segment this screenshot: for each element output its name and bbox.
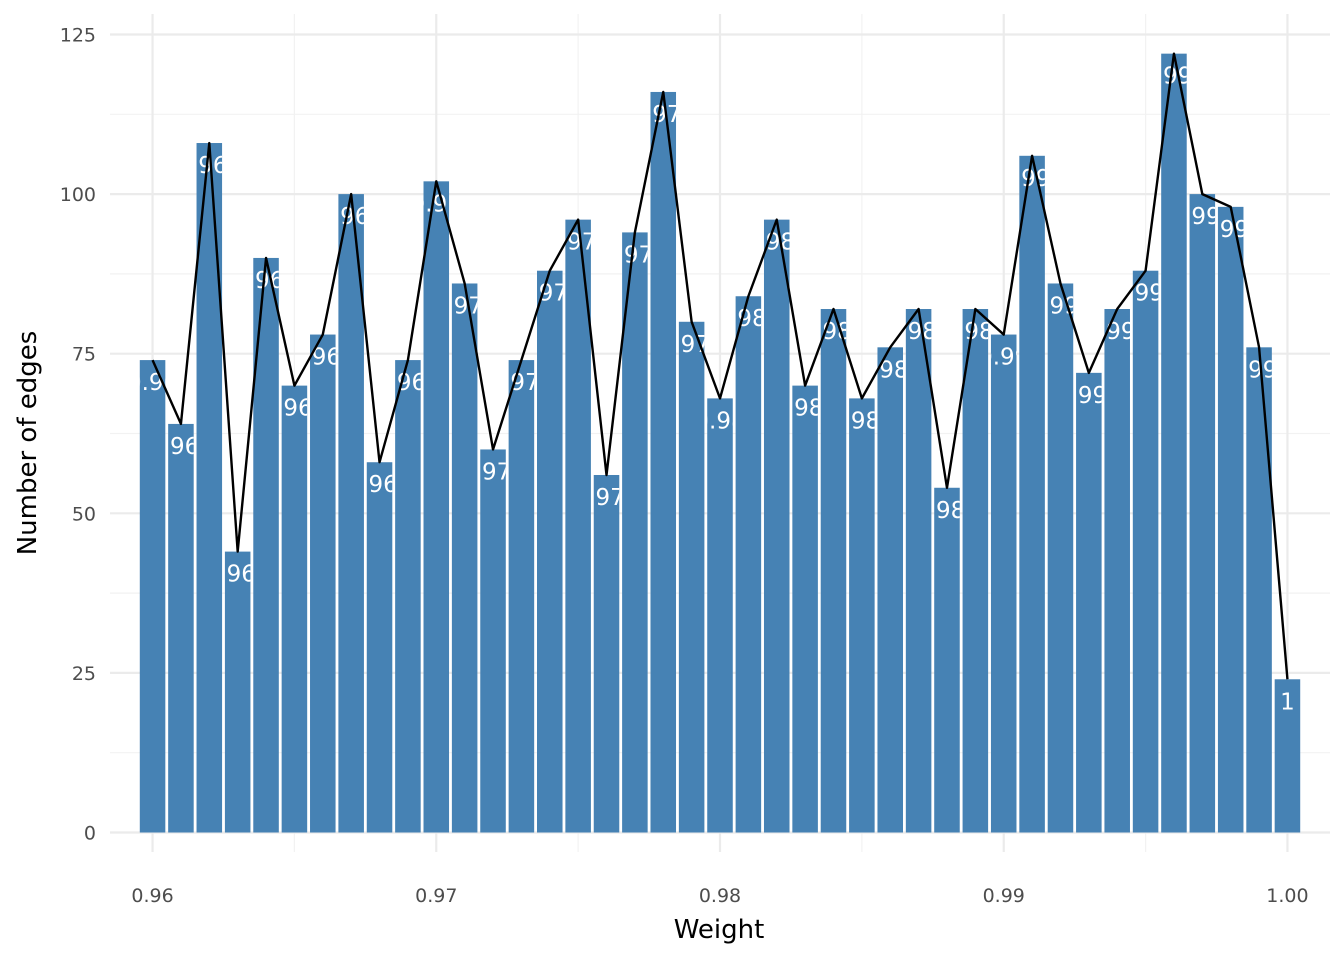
- bar: [1189, 194, 1216, 833]
- y-tick-label: 50: [72, 503, 96, 525]
- bar: [1019, 155, 1045, 833]
- data-label: 0.991: [999, 166, 1065, 192]
- y-axis-title: Number of edges: [13, 331, 43, 556]
- x-axis-title: Weight: [674, 915, 765, 945]
- bar: [650, 91, 677, 833]
- data-label: 0.976: [574, 485, 640, 511]
- data-label: 0.971: [432, 293, 498, 319]
- bar: [735, 296, 762, 833]
- bars-layer: [139, 53, 1301, 833]
- axis-layer: 0 25 50 75 100 125 0.96 0.97 0.98 0.99 1.00: [60, 25, 1309, 908]
- x-tick-label: 0.97: [415, 885, 457, 907]
- y-tick-label: 125: [60, 25, 96, 47]
- data-label: 0.99: [978, 345, 1029, 371]
- bar: [168, 423, 194, 833]
- bar: [593, 474, 620, 833]
- bar: [1047, 283, 1074, 833]
- bar: [962, 309, 989, 833]
- data-label: 0.968: [347, 472, 413, 498]
- bar: [792, 385, 818, 833]
- data-label: 0.998: [1198, 217, 1264, 243]
- bar: [849, 398, 875, 833]
- bar: [1161, 53, 1187, 833]
- bar: [1132, 270, 1159, 833]
- bar: [990, 334, 1017, 833]
- data-label: 0.996: [1141, 64, 1207, 90]
- data-label: 0.983: [772, 396, 838, 422]
- x-tick-label: 0.99: [983, 885, 1025, 907]
- bar: [395, 360, 421, 833]
- data-label: 0.977: [602, 242, 668, 268]
- data-label: 0.995: [1113, 281, 1179, 307]
- data-label: 0.98: [694, 408, 745, 434]
- data-label: 0.97: [411, 191, 462, 217]
- bar: [934, 487, 960, 833]
- bar: [565, 219, 591, 833]
- bar: [1076, 372, 1102, 833]
- data-label: 0.978: [630, 102, 696, 128]
- bar: [905, 309, 932, 833]
- data-label: 0.994: [1084, 319, 1150, 345]
- bar: [707, 398, 733, 833]
- data-labels-layer: 0.960.9610.9620.9630.9640.9650.9660.9670…: [127, 64, 1295, 716]
- bar: [451, 283, 478, 833]
- data-label: 0.965: [261, 396, 327, 422]
- bar: [281, 385, 308, 833]
- y-tick-label: 0: [84, 823, 96, 845]
- bar: [877, 347, 903, 833]
- bar: [224, 551, 251, 833]
- bar: [1274, 679, 1301, 833]
- bar: [196, 143, 223, 833]
- bar: [1217, 206, 1244, 833]
- data-label: 0.985: [829, 408, 895, 434]
- data-label: 0.989: [942, 319, 1008, 345]
- y-tick-label: 100: [60, 184, 96, 206]
- data-label: 0.961: [148, 434, 214, 460]
- data-label: 0.999: [1226, 357, 1292, 383]
- data-label: 0.993: [1056, 383, 1122, 409]
- series-line: [151, 52, 1289, 680]
- bar: [1104, 309, 1130, 833]
- data-label: 0.975: [545, 230, 611, 256]
- y-tick-label: 75: [72, 344, 96, 366]
- bar: [338, 194, 364, 833]
- data-label: 0.963: [205, 562, 271, 588]
- data-label: 0.997: [1169, 204, 1235, 230]
- bar: [366, 462, 393, 833]
- bar: [622, 232, 648, 833]
- line-layer: [151, 52, 1289, 680]
- data-label: 0.96: [127, 370, 178, 396]
- data-label: 0.982: [744, 230, 810, 256]
- bar: [139, 360, 166, 833]
- bar: [537, 270, 563, 833]
- x-tick-label: 0.98: [699, 885, 741, 907]
- bar: [423, 181, 450, 833]
- data-label: 0.964: [233, 268, 299, 294]
- data-label: 0.967: [318, 204, 384, 230]
- bar: [1246, 347, 1272, 833]
- data-label: 1: [1280, 689, 1295, 715]
- bar: [820, 309, 847, 833]
- bar: [678, 321, 705, 833]
- bar: [480, 449, 506, 833]
- bar: [310, 334, 336, 833]
- y-tick-label: 25: [72, 663, 96, 685]
- bar: [508, 360, 535, 833]
- data-label: 0.984: [801, 319, 867, 345]
- data-label: 0.987: [886, 319, 952, 345]
- x-tick-label: 1.00: [1266, 885, 1308, 907]
- data-label: 0.972: [460, 459, 526, 485]
- bar: [763, 219, 790, 833]
- data-label: 0.988: [914, 498, 980, 524]
- x-tick-label: 0.96: [131, 885, 173, 907]
